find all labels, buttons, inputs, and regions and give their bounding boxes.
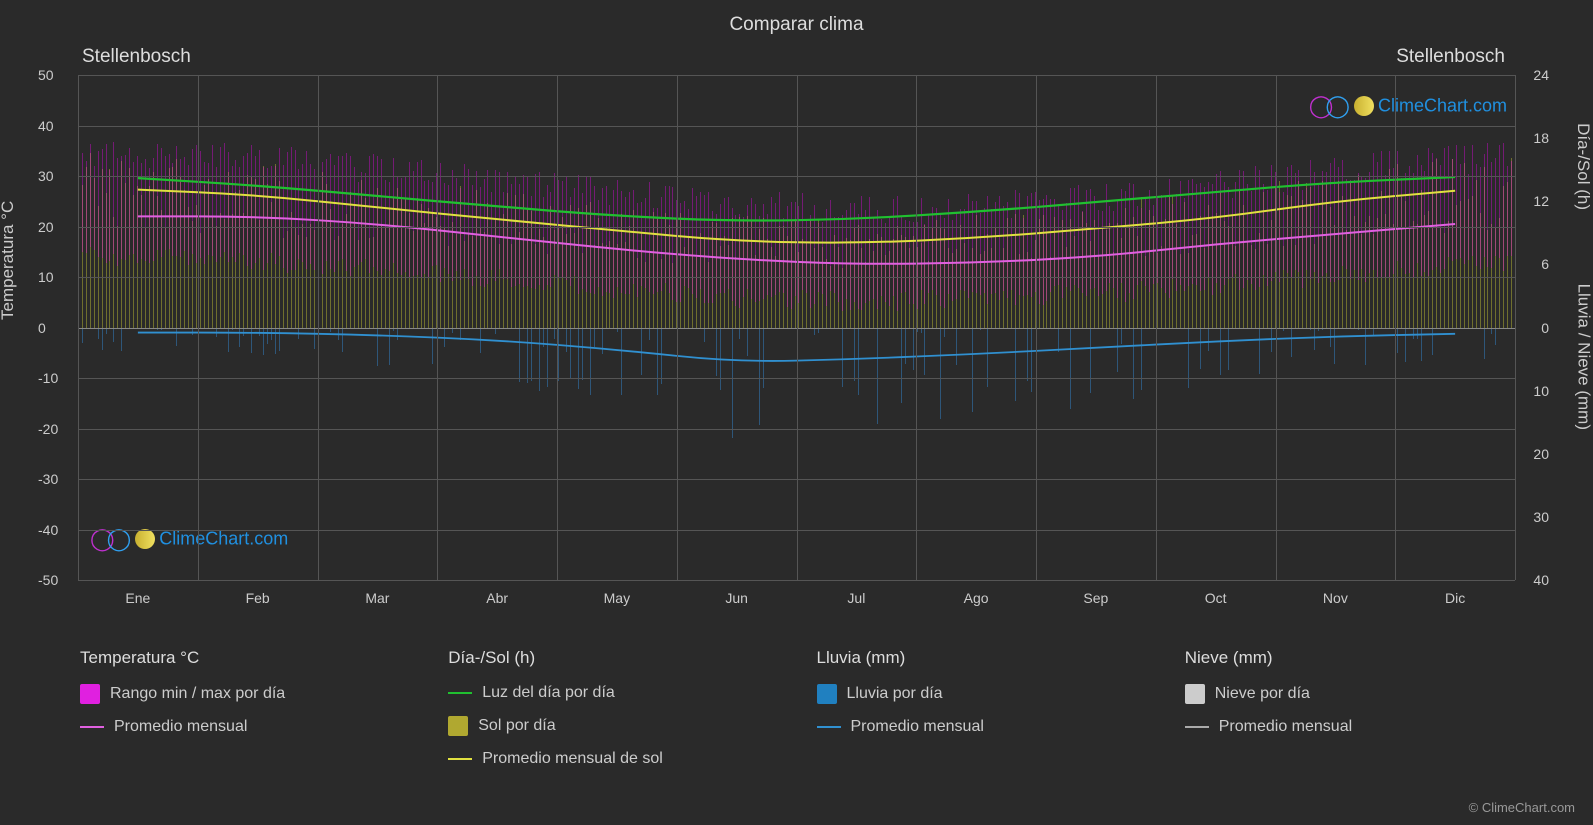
legend-swatch-icon — [448, 716, 468, 736]
legend-label: Promedio mensual de sol — [482, 750, 663, 768]
y-axis-left-label: Temperatura °C — [0, 201, 18, 320]
legend-line-icon — [817, 726, 841, 728]
legend-item: Lluvia por día — [817, 684, 1145, 704]
legend-item: Luz del día por día — [448, 684, 776, 702]
legend-header: Lluvia (mm) — [817, 648, 1145, 668]
x-tick-month: Jul — [847, 590, 865, 606]
x-tick-month: Oct — [1205, 590, 1227, 606]
y-tick-left: -40 — [38, 522, 58, 538]
legend-line-icon — [448, 758, 472, 760]
y-tick-right: 0 — [1541, 320, 1549, 336]
x-tick-month: Nov — [1323, 590, 1348, 606]
legend-item: Rango min / max por día — [80, 684, 408, 704]
y-tick-left: 50 — [38, 67, 54, 83]
x-tick-month: Ago — [964, 590, 989, 606]
y-tick-left: 30 — [38, 168, 54, 184]
legend-item: Sol por día — [448, 716, 776, 736]
legend-swatch-icon — [817, 684, 837, 704]
y-tick-right: 24 — [1533, 67, 1549, 83]
legend-swatch-icon — [80, 684, 100, 704]
legend-column: Día-/Sol (h) Luz del día por día Sol por d… — [448, 648, 776, 782]
legend-label: Sol por día — [478, 717, 555, 735]
y-tick-left: 10 — [38, 269, 54, 285]
legend-label: Lluvia por día — [847, 685, 943, 703]
y-tick-left: -30 — [38, 471, 58, 487]
plot-area: ◯◯ClimeChart.com ◯◯ClimeChart.com -50-40… — [78, 75, 1515, 580]
legend-label: Luz del día por día — [482, 684, 615, 702]
y-tick-left: 40 — [38, 118, 54, 134]
legend-column: Temperatura °C Rango min / max por día Pro… — [80, 648, 408, 782]
x-tick-month: Sep — [1083, 590, 1108, 606]
x-tick-month: May — [604, 590, 630, 606]
legend-line-icon — [1185, 726, 1209, 728]
y-tick-right: 40 — [1533, 572, 1549, 588]
x-tick-month: Jun — [725, 590, 748, 606]
x-tick-month: Abr — [486, 590, 508, 606]
x-tick-month: Ene — [125, 590, 150, 606]
legend-line-icon — [448, 692, 472, 694]
y-axis-right1-label: Día-/Sol (h) — [1573, 123, 1593, 210]
y-tick-left: -10 — [38, 370, 58, 386]
y-tick-right: 12 — [1533, 193, 1549, 209]
y-tick-right: 30 — [1533, 509, 1549, 525]
x-tick-month: Dic — [1445, 590, 1465, 606]
legend-label: Nieve por día — [1215, 685, 1310, 703]
y-tick-left: 20 — [38, 219, 54, 235]
legend-header: Temperatura °C — [80, 648, 408, 668]
legend-column: Nieve (mm) Nieve por día Promedio mensual — [1185, 648, 1513, 782]
y-tick-right: 20 — [1533, 446, 1549, 462]
legend-item: Promedio mensual — [80, 718, 408, 736]
legend-item: Promedio mensual de sol — [448, 750, 776, 768]
legend-item: Nieve por día — [1185, 684, 1513, 704]
copyright: © ClimeChart.com — [1469, 800, 1575, 815]
y-tick-right: 6 — [1541, 256, 1549, 272]
y-axis-right2-label: Lluvia / Nieve (mm) — [1573, 284, 1593, 430]
legend-label: Promedio mensual — [851, 718, 984, 736]
logo-top: ◯◯ClimeChart.com — [1309, 93, 1507, 119]
y-tick-right: 10 — [1533, 383, 1549, 399]
legend-column: Lluvia (mm) Lluvia por día Promedio mensua… — [817, 648, 1145, 782]
y-tick-left: 0 — [38, 320, 46, 336]
legend-label: Promedio mensual — [114, 718, 247, 736]
y-tick-left: -20 — [38, 421, 58, 437]
climate-chart: Comparar clima Stellenbosch Stellenbosch… — [0, 0, 1593, 825]
legend: Temperatura °C Rango min / max por día Pro… — [80, 648, 1513, 782]
y-tick-left: -50 — [38, 572, 58, 588]
legend-header: Nieve (mm) — [1185, 648, 1513, 668]
legend-swatch-icon — [1185, 684, 1205, 704]
chart-title: Comparar clima — [0, 0, 1593, 36]
legend-label: Promedio mensual — [1219, 718, 1352, 736]
legend-line-icon — [80, 726, 104, 728]
x-tick-month: Mar — [365, 590, 389, 606]
legend-label: Rango min / max por día — [110, 685, 285, 703]
legend-item: Promedio mensual — [817, 718, 1145, 736]
legend-header: Día-/Sol (h) — [448, 648, 776, 668]
y-tick-right: 18 — [1533, 130, 1549, 146]
x-tick-month: Feb — [246, 590, 270, 606]
legend-item: Promedio mensual — [1185, 718, 1513, 736]
chart-area: ◯◯ClimeChart.com ◯◯ClimeChart.com -50-40… — [78, 40, 1515, 610]
